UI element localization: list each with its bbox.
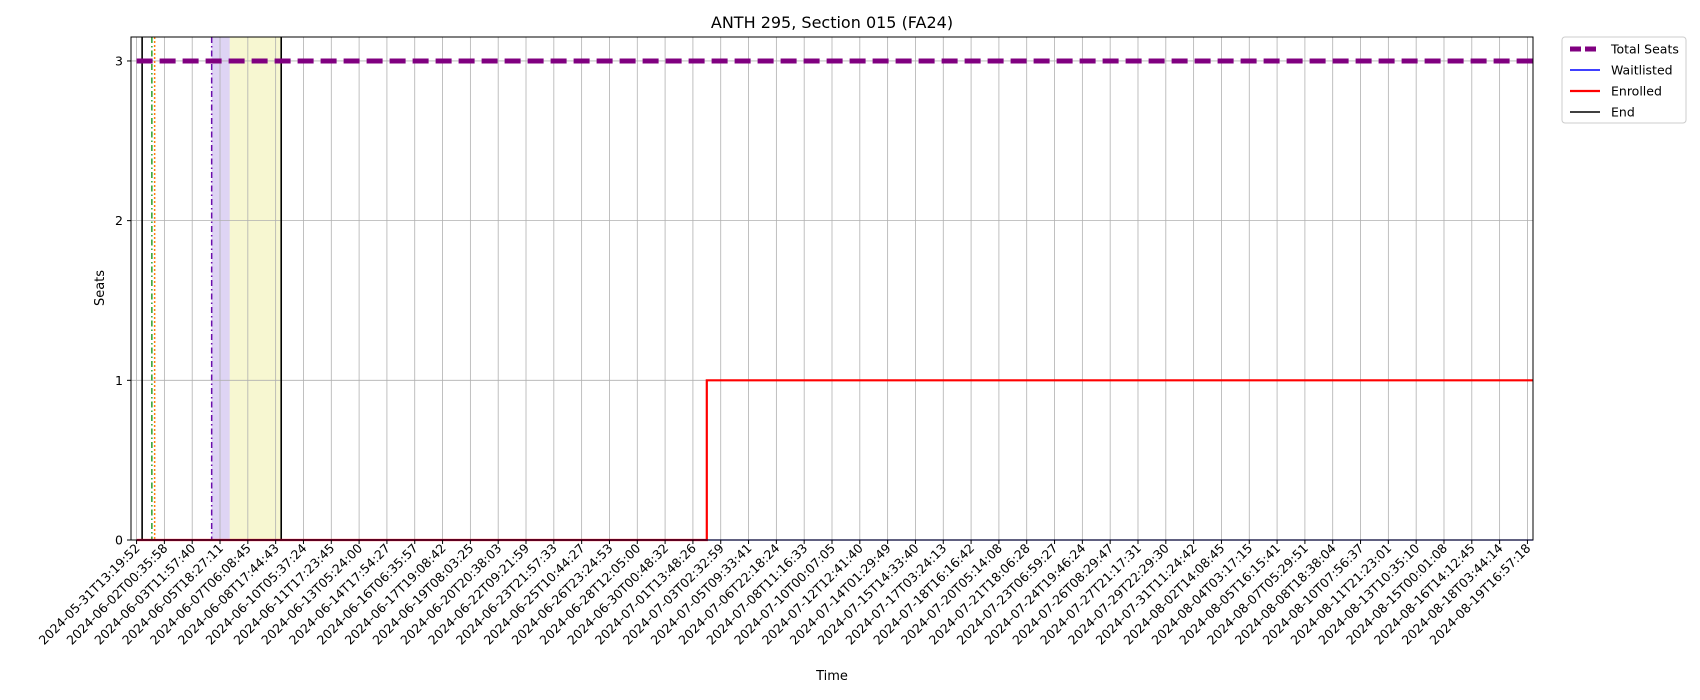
y-tick-label: 3 [115, 53, 123, 68]
grid-lines [131, 37, 1533, 541]
legend-box [1561, 36, 1687, 124]
chart-title: ANTH 295, Section 015 (FA24) [711, 13, 953, 32]
legend-label-end: End [1611, 105, 1635, 120]
y-axis-ticks: 0 1 2 3 [115, 53, 131, 548]
highlight-spans [211, 37, 282, 540]
y-tick-label: 2 [115, 213, 123, 228]
highlight-span-0 [211, 37, 230, 540]
legend: Total Seats Waitlisted Enrolled End [1561, 36, 1687, 124]
x-axis-label: Time [815, 669, 848, 684]
x-axis-ticks: 2024-05-31T13:19:522024-06-02T00:35:5820… [36, 540, 1534, 648]
legend-label-waitlisted: Waitlisted [1611, 63, 1673, 78]
legend-label-total-seats: Total Seats [1610, 42, 1679, 57]
highlight-span-1 [229, 37, 282, 540]
y-axis-label: Seats [93, 270, 108, 306]
annotation-lines [151, 37, 213, 540]
legend-label-enrolled: Enrolled [1611, 84, 1662, 99]
y-tick-label: 0 [115, 533, 123, 548]
y-tick-label: 1 [115, 373, 123, 388]
